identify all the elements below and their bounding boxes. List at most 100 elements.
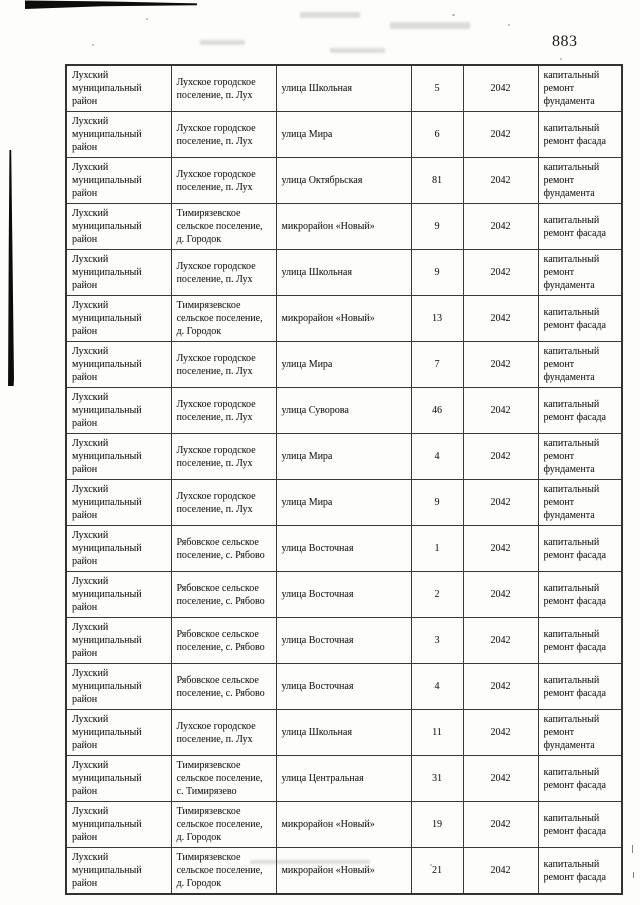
cell-settlement: Лухское городское поселение, п. Лух [170, 709, 277, 756]
cell-house-number: 3 [410, 617, 464, 664]
cell-house-number: 81 [410, 157, 464, 204]
cell-work-type: капитальный ремонт фасада [537, 755, 623, 802]
table-row: Лухский муниципальный район Лухское горо… [65, 387, 623, 434]
scan-smudge [300, 12, 360, 18]
cell-settlement: Лухское городское поселение, п. Лух [170, 157, 277, 204]
table-row: Лухский муниципальный район Тимирязевско… [65, 755, 623, 802]
cell-street: улица Восточная [275, 663, 412, 710]
cell-work-type: капитальный ремонт фасада [537, 111, 623, 158]
cell-year: 2042 [462, 295, 539, 342]
cell-house-number: 5 [410, 64, 464, 112]
table-row: Лухский муниципальный район Тимирязевско… [65, 801, 623, 848]
cell-house-number: 13 [410, 295, 464, 342]
table-row: Лухский муниципальный район Тимирязевско… [65, 203, 623, 250]
cell-district: Лухский муниципальный район [65, 847, 172, 895]
cell-year: 2042 [462, 755, 539, 802]
cell-house-number: 7 [410, 341, 464, 388]
cell-house-number: 6 [410, 111, 464, 158]
cell-street: улица Мира [275, 433, 412, 480]
scan-speck [452, 14, 455, 16]
cell-street: улица Школьная [275, 64, 412, 112]
cell-work-type: капитальный ремонт фасада [537, 847, 623, 895]
table-row: Лухский муниципальный район Лухское горо… [65, 709, 623, 756]
table-row: Лухский муниципальный район Лухское горо… [65, 341, 623, 388]
scan-smudge [200, 40, 245, 45]
scan-speck [560, 58, 562, 60]
table-row: Лухский муниципальный район Лухское горо… [65, 249, 623, 296]
cell-work-type: капитальный ремонт фундамента [537, 709, 623, 756]
cell-district: Лухский муниципальный район [65, 801, 172, 848]
cell-settlement: Лухское городское поселение, п. Лух [170, 111, 277, 158]
cell-year: 2042 [462, 847, 539, 895]
cell-house-number: 2 [410, 571, 464, 618]
scan-speck [508, 24, 510, 26]
cell-street: улица Восточная [275, 571, 412, 618]
table-row: Лухский муниципальный район Тимирязевско… [65, 295, 623, 342]
cell-house-number: 21 [410, 847, 464, 895]
cell-settlement: Лухское городское поселение, п. Лух [170, 249, 277, 296]
cell-district: Лухский муниципальный район [65, 111, 172, 158]
cell-work-type: капитальный ремонт фундамента [537, 249, 623, 296]
cell-work-type: капитальный ремонт фундамента [537, 433, 623, 480]
cell-settlement: Рябовское сельское поселение, с. Рябово [170, 663, 277, 710]
cell-district: Лухский муниципальный район [65, 387, 172, 434]
scan-edge-tick [633, 872, 634, 878]
cell-settlement: Рябовское сельское поселение, с. Рябово [170, 617, 277, 664]
table-row: Лухский муниципальный район Лухское горо… [65, 157, 623, 204]
repairs-table: Лухский муниципальный район Лухское горо… [65, 64, 623, 895]
cell-year: 2042 [462, 617, 539, 664]
cell-settlement: Лухское городское поселение, п. Лух [170, 387, 277, 434]
cell-year: 2042 [462, 111, 539, 158]
cell-settlement: Тимирязевское сельское поселение, с. Тим… [170, 755, 277, 802]
cell-street: улица Центральная [275, 755, 412, 802]
cell-street: улица Мира [275, 341, 412, 388]
cell-work-type: капитальный ремонт фасада [537, 525, 623, 572]
cell-district: Лухский муниципальный район [65, 433, 172, 480]
cell-street: микрорайон «Новый» [275, 801, 412, 848]
cell-settlement: Лухское городское поселение, п. Лух [170, 64, 277, 112]
cell-house-number: 19 [410, 801, 464, 848]
cell-year: 2042 [462, 433, 539, 480]
cell-settlement: Тимирязевское сельское поселение, д. Гор… [170, 801, 277, 848]
cell-year: 2042 [462, 64, 539, 112]
cell-year: 2042 [462, 525, 539, 572]
cell-work-type: капитальный ремонт фасада [537, 617, 623, 664]
cell-settlement: Рябовское сельское поселение, с. Рябово [170, 571, 277, 618]
cell-year: 2042 [462, 387, 539, 434]
cell-street: улица Суворова [275, 387, 412, 434]
cell-street: улица Школьная [275, 709, 412, 756]
cell-house-number: 9 [410, 203, 464, 250]
scan-edge-tick [632, 845, 633, 853]
cell-district: Лухский муниципальный район [65, 341, 172, 388]
table-row: Лухский муниципальный район Лухское горо… [65, 479, 623, 526]
scan-speck [146, 18, 148, 20]
table-row: Лухский муниципальный район Тимирязевско… [65, 847, 623, 895]
cell-house-number: 1 [410, 525, 464, 572]
cell-district: Лухский муниципальный район [65, 709, 172, 756]
cell-district: Лухский муниципальный район [65, 295, 172, 342]
cell-house-number: 4 [410, 433, 464, 480]
scan-mark-top-bar [25, 0, 197, 9]
cell-street: улица Мира [275, 111, 412, 158]
cell-settlement: Тимирязевское сельское поселение, д. Гор… [170, 203, 277, 250]
cell-house-number: 11 [410, 709, 464, 756]
cell-year: 2042 [462, 709, 539, 756]
cell-street: микрорайон «Новый» [275, 295, 412, 342]
scan-mark-left-bar [8, 150, 14, 386]
cell-district: Лухский муниципальный район [65, 571, 172, 618]
scan-smudge [390, 22, 470, 29]
cell-work-type: капитальный ремонт фасада [537, 801, 623, 848]
cell-district: Лухский муниципальный район [65, 249, 172, 296]
table-row: Лухский муниципальный район Лухское горо… [65, 111, 623, 158]
cell-street: микрорайон «Новый» [275, 847, 412, 895]
table-row: Лухский муниципальный район Рябовское се… [65, 617, 623, 664]
table-row: Лухский муниципальный район Лухское горо… [65, 64, 623, 112]
cell-settlement: Рябовское сельское поселение, с. Рябово [170, 525, 277, 572]
cell-settlement: Лухское городское поселение, п. Лух [170, 433, 277, 480]
cell-settlement: Лухское городское поселение, п. Лух [170, 341, 277, 388]
table-row: Лухский муниципальный район Лухское горо… [65, 433, 623, 480]
scan-speck [92, 44, 94, 46]
table-row: Лухский муниципальный район Рябовское се… [65, 525, 623, 572]
cell-house-number: 46 [410, 387, 464, 434]
cell-work-type: капитальный ремонт фундамента [537, 341, 623, 388]
